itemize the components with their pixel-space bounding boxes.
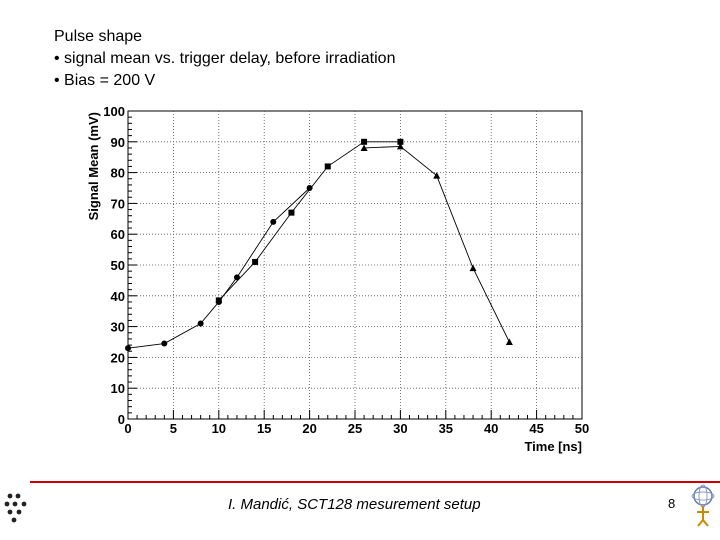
data-point-circle: [197, 320, 204, 327]
y-tick-label: 20: [111, 350, 125, 365]
bullet-signal-mean: • signal mean vs. trigger delay, before …: [54, 50, 396, 67]
x-tick-label: 10: [212, 421, 226, 436]
data-point-circle: [270, 218, 277, 225]
y-tick-label: 60: [111, 227, 125, 242]
data-point-triangle: [396, 142, 404, 150]
page-number: 8: [668, 496, 676, 511]
grid-lines: [128, 111, 582, 419]
data-point-triangle: [505, 338, 513, 345]
x-tick-label: 45: [529, 421, 543, 436]
x-tick-label: 5: [170, 421, 177, 436]
institute-dots-logo: [4, 493, 27, 523]
y-tick-labels: 0 10 20 30 40 50 60 70 80 90 100: [103, 104, 125, 427]
series-line-square: [218, 141, 401, 301]
y-tick-label: 30: [111, 320, 125, 335]
y-tick-label: 40: [111, 289, 125, 304]
atom-figure-logo: [691, 484, 715, 527]
data-point-circle: [306, 185, 313, 191]
y-axis-label: Signal Mean (mV): [86, 112, 101, 220]
data-point-triangle: [433, 172, 441, 179]
data-point-triangle: [360, 144, 368, 151]
data-point-square: [397, 138, 404, 145]
y-tick-label: 70: [111, 196, 125, 211]
y-tick-label: 10: [111, 381, 125, 396]
x-tick-label: 15: [257, 421, 271, 436]
data-point-square: [361, 138, 368, 145]
bullet-bias: • Bias = 200 V: [54, 72, 156, 89]
y-tick-label: 0: [118, 412, 125, 427]
x-tick-label: 25: [348, 421, 362, 436]
data-point-square: [252, 258, 259, 265]
slide-title-block: Pulse shape • signal mean vs. trigger de…: [54, 26, 395, 92]
footer-author: I. Mandić, SCT128 mesurement setup: [228, 496, 481, 513]
data-point-circle: [125, 345, 131, 352]
data-point-triangle: [469, 264, 477, 272]
x-tick-label: 35: [439, 421, 453, 436]
y-tick-label: 50: [111, 258, 125, 273]
x-tick-label: 50: [575, 421, 589, 436]
y-tick-label: 90: [111, 135, 125, 150]
y-tick-label: 80: [111, 166, 125, 181]
x-tick-labels: 0 5 10 15 20 25 30 35 40 45 50: [124, 421, 589, 436]
x-tick-label: 0: [124, 421, 131, 436]
x-axis-label: Time [ns]: [524, 439, 582, 454]
data-point-square: [288, 209, 295, 216]
data-point-square: [324, 163, 331, 170]
x-tick-label: 40: [484, 421, 498, 436]
data-series: [125, 138, 513, 352]
x-tick-label: 20: [302, 421, 316, 436]
data-point-square: [215, 297, 222, 304]
pulse-shape-chart: 0 10 20 30 40 50 60 70 80 90 100 0 5 10 15 20 25 30 35 40 4…: [86, 104, 589, 454]
footer-divider: [30, 481, 720, 483]
y-tick-label: 100: [103, 104, 125, 119]
slide-heading: Pulse shape: [54, 28, 143, 45]
x-tick-label: 30: [393, 421, 407, 436]
data-point-circle: [161, 340, 168, 347]
data-point-circle: [233, 274, 240, 281]
axis-ticks: [127, 110, 583, 420]
